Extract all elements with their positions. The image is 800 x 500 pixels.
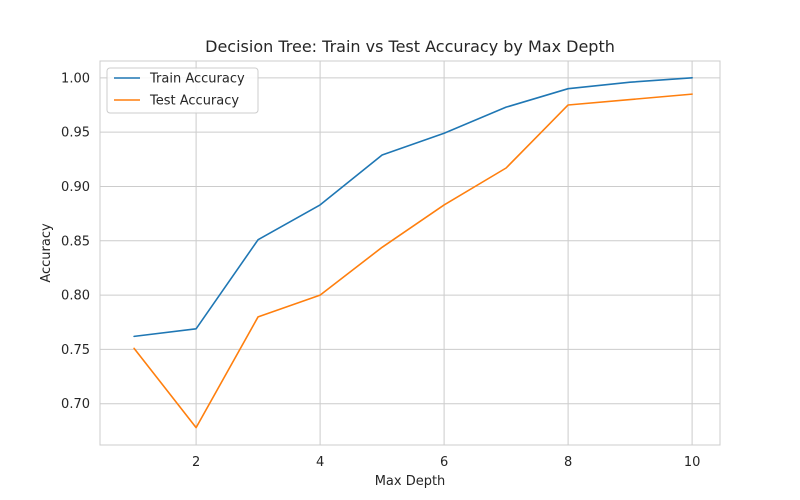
y-tick-label: 0.70 — [61, 397, 90, 412]
y-tick-label: 0.75 — [61, 343, 90, 358]
x-tick-label: 6 — [440, 455, 448, 470]
x-axis-ticks: 2 4 6 8 10 — [192, 455, 700, 470]
grid-lines — [100, 61, 720, 445]
y-tick-label: 0.85 — [61, 234, 90, 249]
y-axis-ticks: 0.70 0.75 0.80 0.85 0.90 0.95 1.00 — [61, 71, 90, 412]
x-tick-label: 2 — [192, 455, 200, 470]
plot-area — [99, 60, 721, 446]
x-tick-label: 4 — [316, 455, 324, 470]
chart-title: Decision Tree: Train vs Test Accuracy by… — [205, 37, 615, 56]
legend: Train Accuracy Test Accuracy — [106, 67, 259, 114]
series-layer — [133, 77, 693, 429]
legend-label-test: Test Accuracy — [149, 94, 239, 109]
x-tick-label: 10 — [684, 455, 701, 470]
y-axis-label: Accuracy — [39, 223, 54, 283]
y-tick-label: 0.95 — [61, 126, 90, 141]
x-tick-label: 8 — [564, 455, 572, 470]
series-line-train — [133, 77, 693, 338]
legend-label-train: Train Accuracy — [149, 72, 245, 87]
y-tick-label: 0.80 — [61, 289, 90, 304]
legend-box — [106, 67, 259, 114]
y-tick-label: 0.90 — [61, 180, 90, 195]
series-line-test — [133, 93, 693, 429]
y-tick-label: 1.00 — [61, 71, 90, 86]
x-axis-label: Max Depth — [375, 474, 446, 489]
